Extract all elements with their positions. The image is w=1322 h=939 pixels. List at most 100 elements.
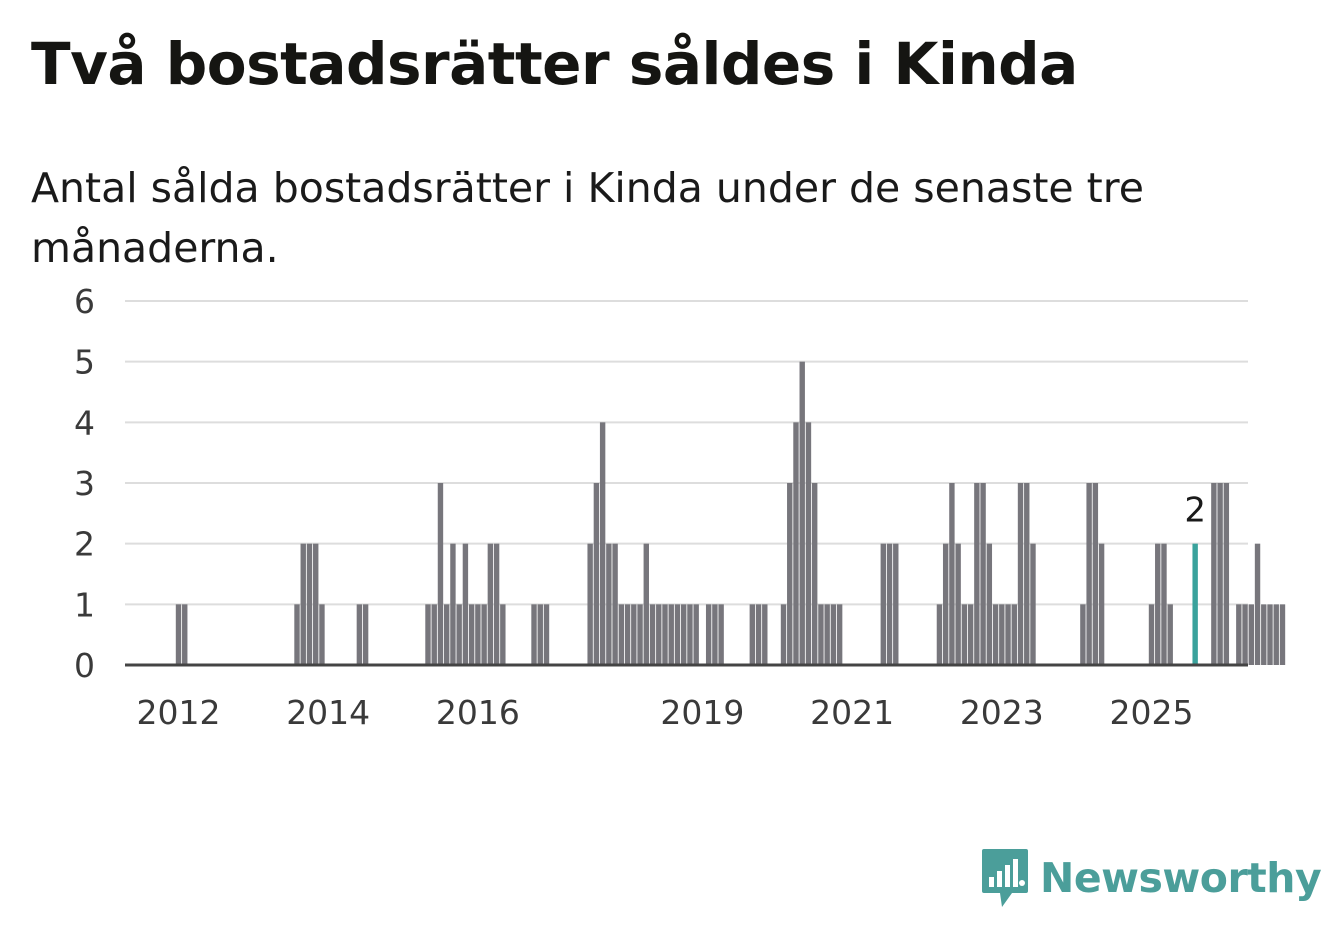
bar bbox=[606, 543, 612, 665]
brand-logo: Newsworthy bbox=[980, 846, 1322, 910]
bar bbox=[437, 483, 444, 665]
bar bbox=[1261, 604, 1267, 665]
y-tick-label: 5 bbox=[74, 343, 95, 382]
x-tick-label: 2012 bbox=[137, 693, 221, 732]
bar bbox=[662, 604, 668, 665]
bar bbox=[955, 543, 961, 665]
bar bbox=[425, 604, 431, 665]
bar bbox=[475, 604, 481, 665]
bar bbox=[356, 604, 363, 665]
bar bbox=[175, 604, 182, 665]
chart-subtitle: Antal sålda bostadsrätter i Kinda under … bbox=[31, 164, 1144, 272]
bar bbox=[811, 483, 818, 665]
bar bbox=[1254, 543, 1261, 665]
bar bbox=[618, 604, 625, 665]
bar bbox=[500, 604, 506, 665]
bar bbox=[631, 604, 637, 665]
bar bbox=[886, 543, 893, 665]
bar bbox=[1080, 604, 1086, 665]
bar bbox=[949, 483, 955, 665]
bar bbox=[537, 604, 543, 665]
bar bbox=[961, 604, 968, 665]
bar bbox=[986, 543, 993, 665]
bar bbox=[668, 604, 674, 665]
bar bbox=[493, 543, 500, 665]
bar bbox=[1011, 604, 1017, 665]
bar bbox=[974, 483, 980, 665]
bar bbox=[1273, 604, 1279, 665]
bar bbox=[799, 361, 805, 665]
bar bbox=[1167, 604, 1173, 665]
bar bbox=[1161, 543, 1167, 665]
bar bbox=[362, 604, 369, 665]
bar bbox=[818, 604, 824, 665]
bar-chart: 0 1 2 3 4 5 6 2012 2014 2016 2019 2021 2023 2025 2 bbox=[74, 282, 1286, 732]
bar bbox=[300, 543, 306, 665]
x-tick-label: 2014 bbox=[286, 693, 370, 732]
bar bbox=[1155, 543, 1161, 665]
bar bbox=[656, 604, 662, 665]
y-tick-label: 0 bbox=[74, 646, 95, 685]
bar bbox=[306, 543, 313, 665]
bar bbox=[936, 604, 943, 665]
bar bbox=[456, 604, 462, 665]
x-tick-label: 2016 bbox=[436, 693, 520, 732]
bar bbox=[1223, 483, 1230, 665]
bar bbox=[1242, 604, 1248, 665]
bar bbox=[431, 604, 437, 665]
bar bbox=[787, 483, 793, 665]
bar bbox=[1279, 604, 1286, 665]
bar bbox=[1024, 483, 1030, 665]
bar bbox=[643, 543, 649, 665]
bar bbox=[468, 604, 475, 665]
bar bbox=[681, 604, 687, 665]
bar bbox=[1086, 483, 1092, 665]
bar bbox=[313, 543, 319, 665]
bar bbox=[1017, 483, 1024, 665]
bar bbox=[674, 604, 681, 665]
bar bbox=[637, 604, 643, 665]
bar bbox=[450, 543, 456, 665]
y-tick-label: 1 bbox=[74, 585, 95, 624]
bar bbox=[1092, 483, 1099, 665]
bar bbox=[893, 543, 899, 665]
brand-name: Newsworthy bbox=[1040, 854, 1322, 902]
bar bbox=[1030, 543, 1036, 665]
y-tick-label: 4 bbox=[74, 403, 95, 442]
bar bbox=[967, 604, 974, 665]
bar bbox=[593, 483, 600, 665]
bar bbox=[481, 604, 487, 665]
bar bbox=[319, 604, 325, 665]
y-tick-label: 6 bbox=[74, 282, 95, 321]
bar bbox=[649, 604, 656, 665]
x-tick-label: 2023 bbox=[960, 693, 1044, 732]
bar bbox=[1211, 483, 1217, 665]
bar bbox=[1098, 543, 1105, 665]
bar bbox=[294, 604, 300, 665]
bar bbox=[1148, 604, 1155, 665]
bar bbox=[1217, 483, 1223, 665]
bar bbox=[980, 483, 986, 665]
highlight-bar bbox=[1192, 543, 1198, 665]
bar bbox=[780, 604, 787, 665]
highlight-value-label: 2 bbox=[1184, 491, 1206, 531]
bar bbox=[443, 604, 450, 665]
bar bbox=[762, 604, 768, 665]
bar bbox=[487, 543, 494, 665]
bar bbox=[712, 604, 718, 665]
bar bbox=[1267, 604, 1273, 665]
bar bbox=[624, 604, 631, 665]
bar bbox=[793, 422, 799, 665]
bar bbox=[942, 543, 949, 665]
bar bbox=[880, 543, 887, 665]
bar bbox=[462, 543, 469, 665]
bar bbox=[693, 604, 699, 665]
bar bbox=[531, 604, 537, 665]
bar bbox=[718, 604, 724, 665]
bar bbox=[805, 422, 812, 665]
bar bbox=[599, 422, 606, 665]
bar bbox=[1248, 604, 1254, 665]
x-tick-label: 2025 bbox=[1110, 693, 1194, 732]
bar bbox=[543, 604, 550, 665]
bar bbox=[687, 604, 693, 665]
